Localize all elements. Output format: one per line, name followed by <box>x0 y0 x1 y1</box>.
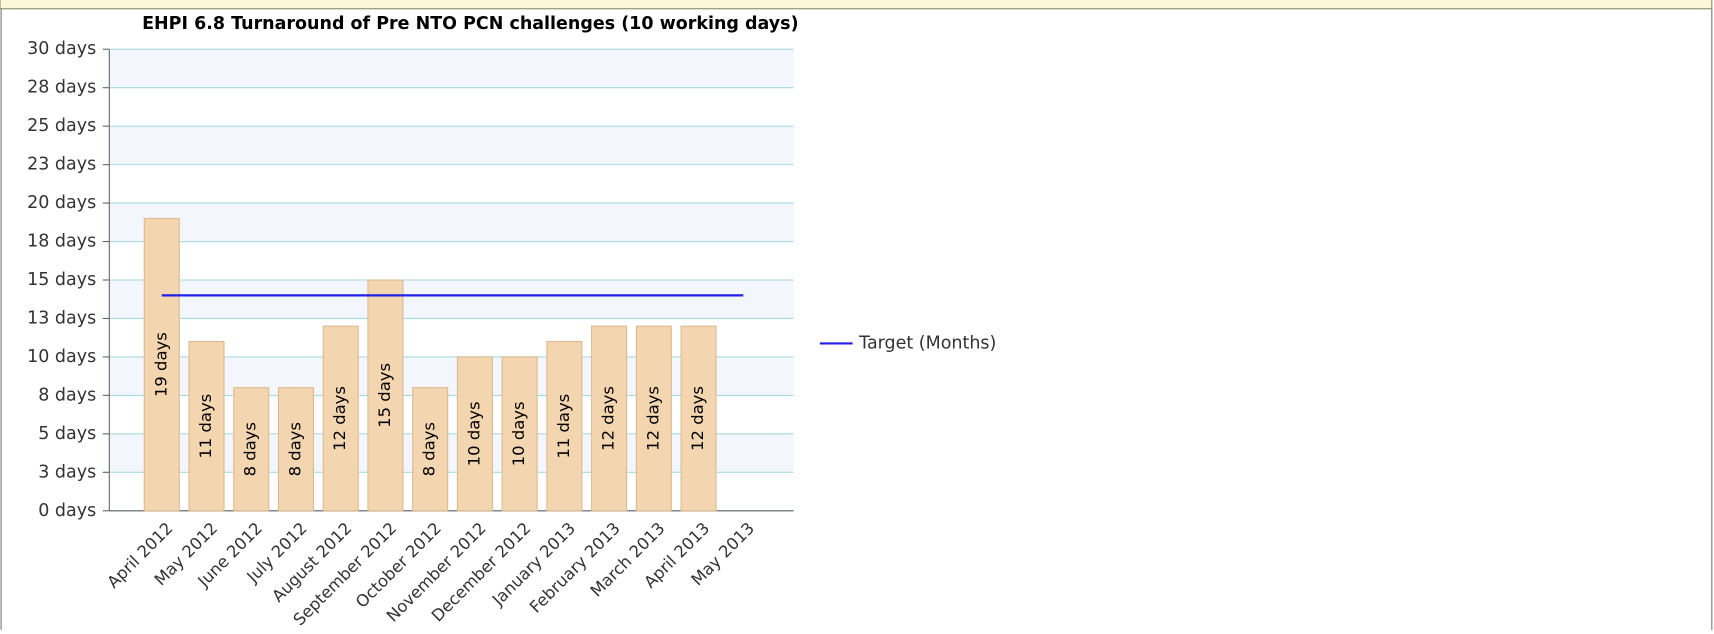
stripe <box>109 280 794 319</box>
bar <box>456 356 493 512</box>
value-label: 10 days <box>464 401 483 466</box>
value-label: 10 days <box>509 401 528 466</box>
value-label: 12 days <box>643 386 662 451</box>
y-tick-label: 28 days <box>27 78 96 98</box>
value-label: 11 days <box>554 394 573 459</box>
bar <box>591 325 628 512</box>
value-label: 12 days <box>599 386 618 451</box>
bar <box>277 387 315 512</box>
stripe <box>109 87 794 127</box>
bar <box>188 340 225 512</box>
value-label: 19 days <box>151 332 170 397</box>
value-label: 12 days <box>330 386 349 451</box>
chart-title: EHPI 6.8 Turnaround of Pre NTO PCN chall… <box>142 14 798 34</box>
bar <box>412 387 449 512</box>
y-tick-label: 5 days <box>38 424 96 444</box>
y-tick-label: 18 days <box>27 232 96 252</box>
y-tick-label: 23 days <box>27 155 96 175</box>
legend-label: Target (Months) <box>858 333 996 353</box>
bar <box>233 387 270 512</box>
y-tick-label: 20 days <box>27 193 96 213</box>
y-tick-label: 15 days <box>27 270 96 290</box>
bar <box>367 279 404 512</box>
value-label: 8 days <box>420 422 439 476</box>
y-tick-label: 30 days <box>27 39 96 59</box>
bar <box>635 325 672 512</box>
y-tick-label: 3 days <box>38 462 96 482</box>
y-tick-label: 0 days <box>38 501 96 521</box>
stripe <box>109 49 794 88</box>
bar <box>143 217 180 512</box>
top-bar <box>0 0 1713 10</box>
stripe <box>109 126 794 165</box>
y-tick-label: 25 days <box>27 116 96 136</box>
value-label: 15 days <box>375 363 394 428</box>
bar <box>322 325 359 512</box>
bar <box>501 356 538 512</box>
value-label: 11 days <box>196 394 215 459</box>
bar <box>546 340 583 512</box>
y-tick-label: 8 days <box>38 385 96 405</box>
value-label: 8 days <box>285 422 304 476</box>
stripe <box>109 241 794 280</box>
y-tick-label: 10 days <box>27 347 96 367</box>
stripe <box>109 203 794 242</box>
stripe <box>109 164 794 204</box>
value-label: 8 days <box>241 422 260 476</box>
y-tick-label: 13 days <box>27 308 96 328</box>
bar <box>680 325 717 512</box>
value-label: 12 days <box>688 386 707 451</box>
